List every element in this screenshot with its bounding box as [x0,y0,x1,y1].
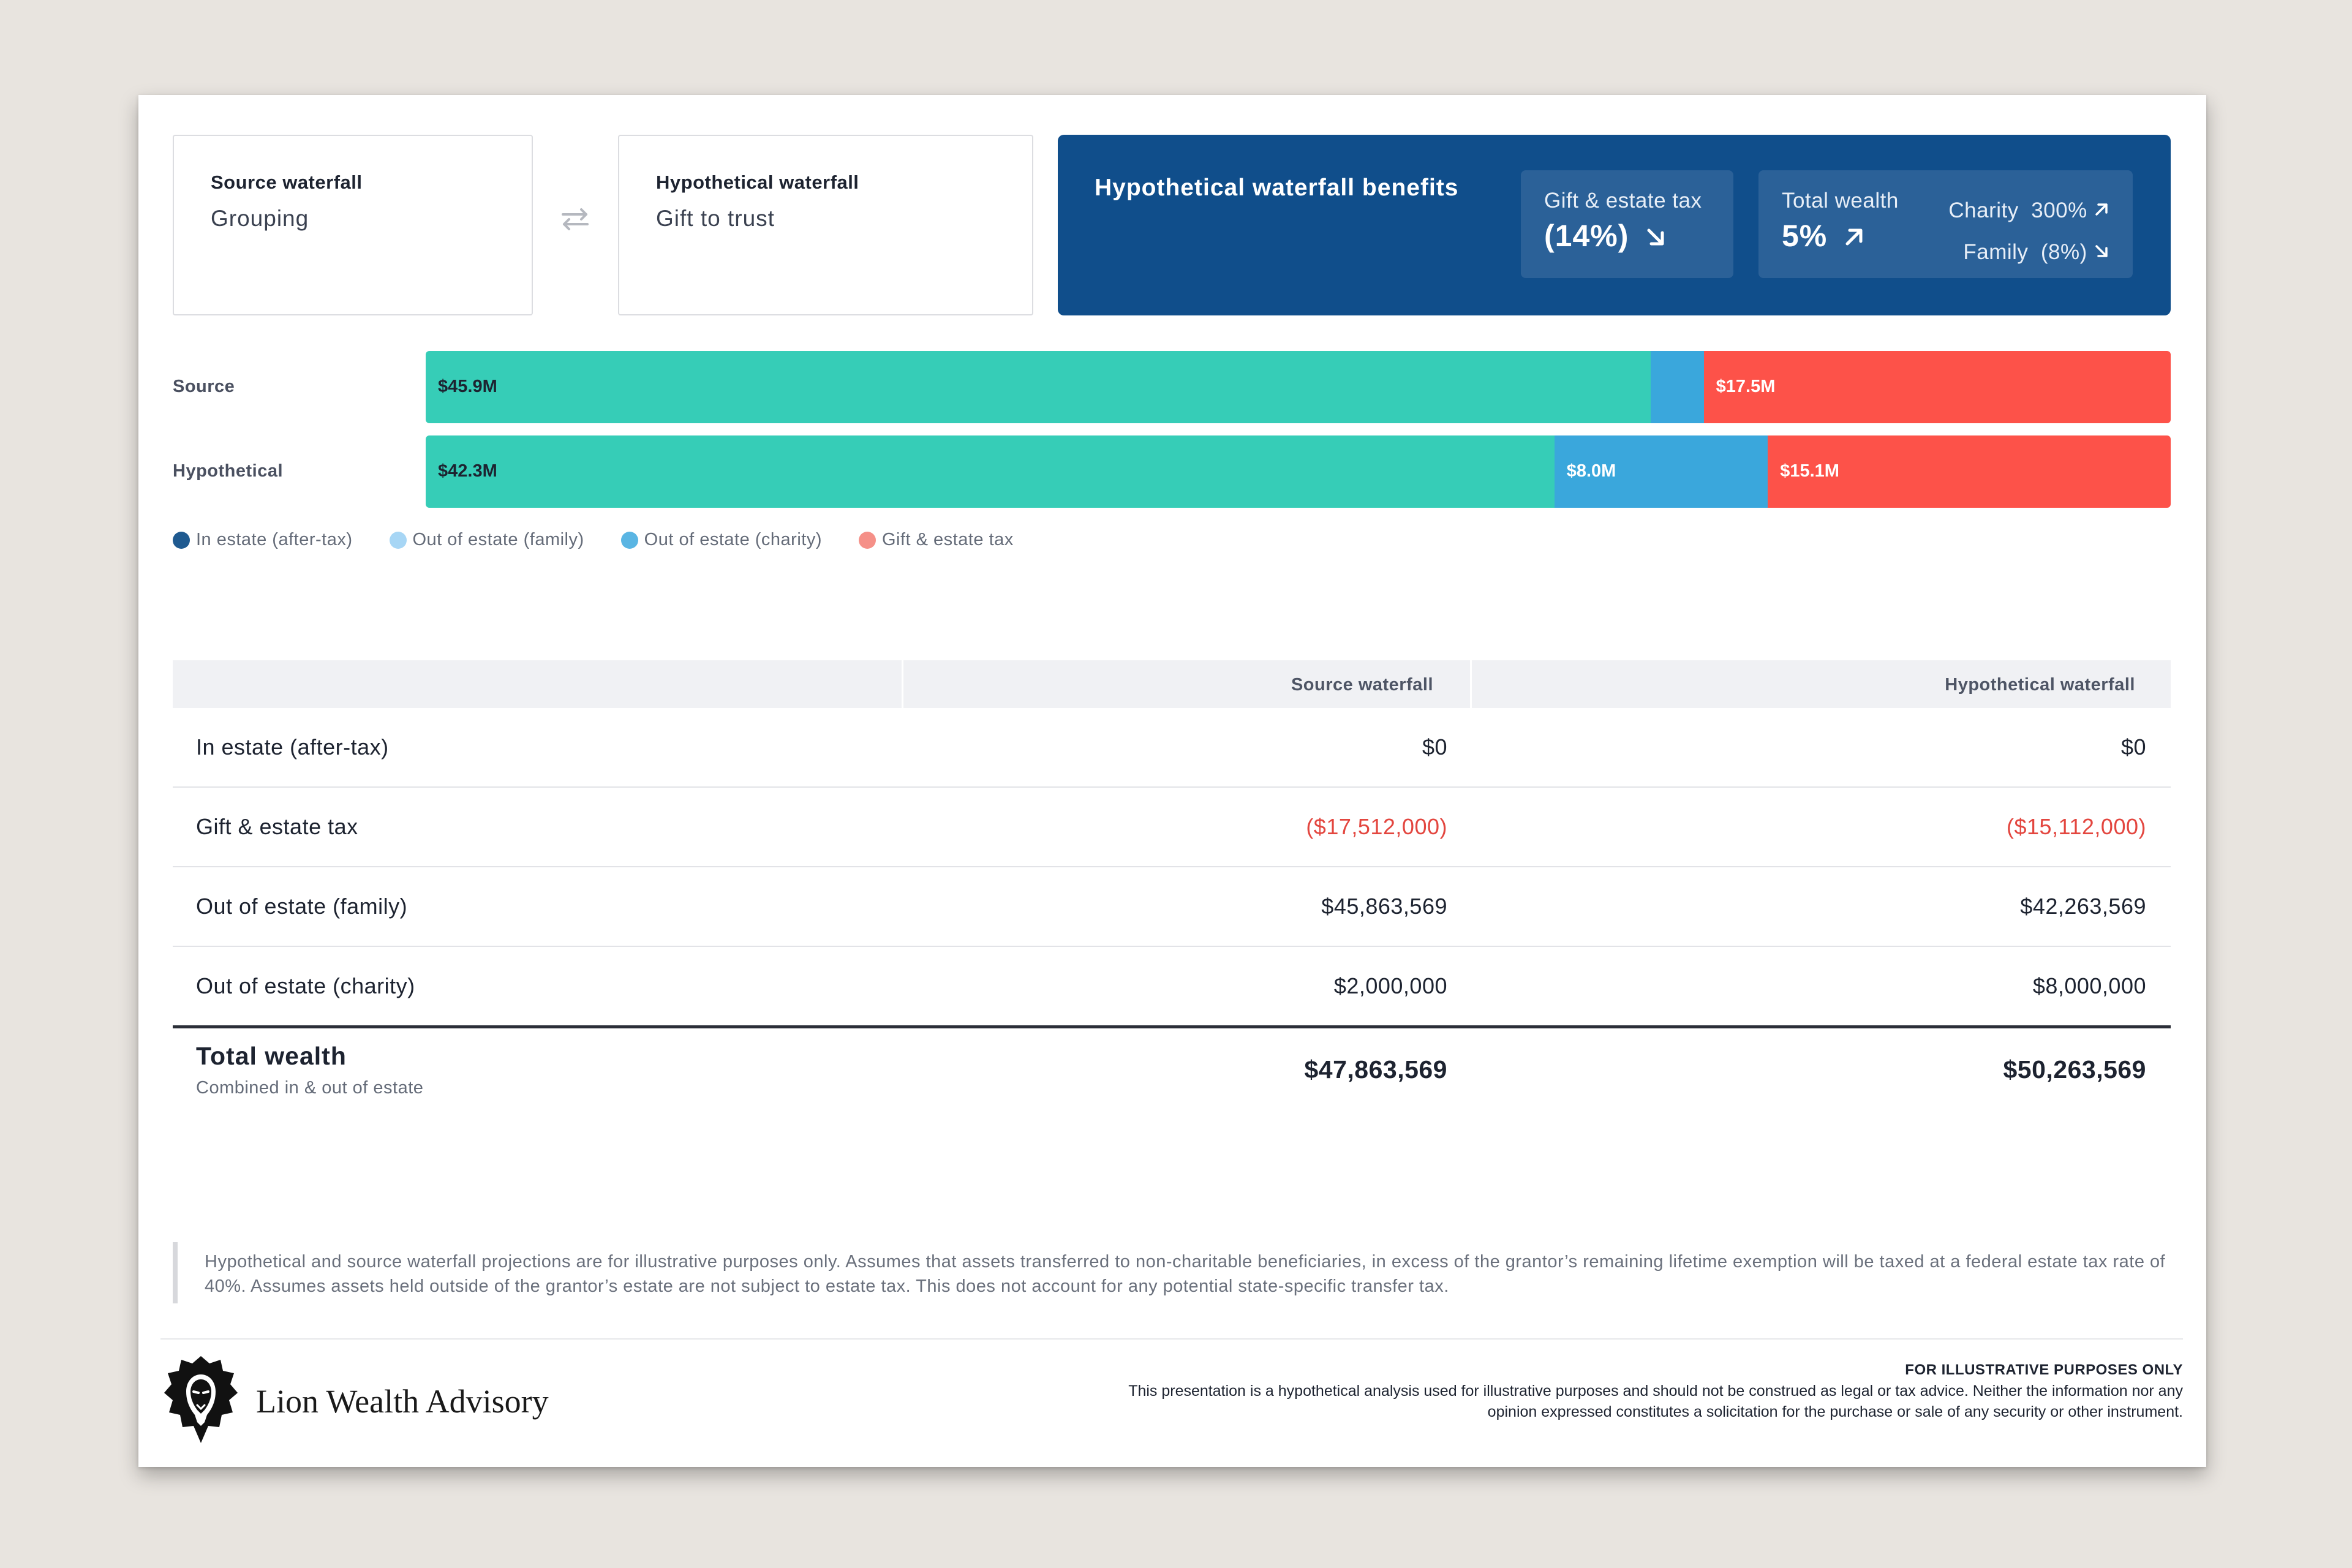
hypothetical-waterfall-value: Gift to trust [656,206,775,231]
hypothetical-waterfall-label: Hypothetical waterfall [656,172,859,193]
legend-label: In estate (after-tax) [196,530,353,549]
source-stacked-bar: $45.9M $17.5M [426,351,2171,423]
gift-tax-benefit-label: Gift & estate tax [1544,189,1702,213]
source-bar-segment-family: $45.9M [426,351,1651,423]
source-bar-label: Source [173,377,235,396]
hypothetical-bar-segment-tax: $15.1M [1768,435,2171,508]
gift-tax-benefit: Gift & estate tax (14%) [1521,170,1733,278]
fine-print-heading: FOR ILLUSTRATIVE PURPOSES ONLY [1905,1362,2183,1378]
benefits-title: Hypothetical waterfall benefits [1095,175,1459,201]
row-source-value: $45,863,569 [1321,894,1447,919]
benefits-panel: Hypothetical waterfall benefits Gift & e… [1058,135,2171,315]
charity-benefit-label: Charity [1948,198,2019,222]
lion-icon [162,1354,240,1449]
source-bar-segment-charity [1650,351,1704,423]
chart-legend: In estate (after-tax) Out of estate (fami… [173,530,1050,550]
total-row: Total wealth Combined in & out of estate… [173,1025,2171,1111]
table-header: Source waterfall Hypothetical waterfall [173,660,2171,708]
source-waterfall-card[interactable]: Source waterfall Grouping [173,135,533,315]
row-hypo-value: $42,263,569 [2020,894,2146,919]
legend-item: Out of estate (charity) [620,530,822,550]
source-bar-label-family: $45.9M [438,377,497,396]
family-benefit-label: Family [1963,240,2029,264]
row-hypo-value: $0 [2120,734,2146,760]
hypothetical-bar-segment-family: $42.3M [426,435,1555,508]
row-label: Out of estate (family) [196,894,408,919]
table-row: Out of estate (charity) $2,000,000 $8,00… [173,947,2171,1027]
hypothetical-bar-label-tax: $15.1M [1780,461,1839,481]
row-label: Gift & estate tax [196,814,358,839]
header-source: Source waterfall [903,660,1472,708]
total-sublabel: Combined in & out of estate [196,1077,424,1098]
total-label: Total wealth [196,1041,347,1070]
table-row: Out of estate (family) $45,863,569 $42,2… [173,867,2171,947]
charity-benefit-value: 300% [2031,198,2087,222]
source-bar-segment-tax: $17.5M [1703,351,2171,423]
total-wealth-benefit: Total wealth 5% Charity 300% F [1758,170,2133,278]
table-row: Gift & estate tax ($17,512,000) ($15,112… [173,788,2171,867]
source-waterfall-value: Grouping [211,206,309,231]
report-page: Source waterfall Grouping Hypothetical w… [138,95,2206,1467]
legend-label: Out of estate (charity) [644,530,822,549]
row-source-value: ($17,512,000) [1306,814,1447,839]
row-hypo-value: ($15,112,000) [2006,814,2146,839]
legend-item: In estate (after-tax) [173,530,353,550]
total-source-value: $47,863,569 [1304,1055,1447,1084]
family-benefit: Family (8%) [1948,232,2109,273]
hypothetical-bar-label: Hypothetical [173,461,284,481]
firm-logo: Lion Wealth Advisory [162,1354,549,1449]
fine-print-text: This presentation is a hypothetical anal… [1128,1382,2183,1420]
legend-item: Out of estate (family) [389,530,584,550]
source-bar-label-tax: $17.5M [1716,377,1776,396]
legend-label: Gift & estate tax [881,530,1014,549]
table-row: In estate (after-tax) $0 $0 [173,708,2171,788]
hypothetical-stacked-bar: $42.3M $8.0M $15.1M [426,435,2171,508]
comparison-table: Source waterfall Hypothetical waterfall … [173,660,2171,1111]
family-benefit-value: (8%) [2040,240,2087,264]
fine-print: FOR ILLUSTRATIVE PURPOSES ONLY This pres… [1080,1360,2183,1422]
hypothetical-bar-label-family: $42.3M [438,461,497,481]
arrow-up-right-icon [1842,221,1866,256]
header-empty [173,660,903,708]
hypothetical-bar-segment-charity: $8.0M [1554,435,1768,508]
hypothetical-bar-label-charity: $8.0M [1566,461,1616,481]
total-hypo-value: $50,263,569 [2003,1055,2146,1084]
row-source-value: $0 [1422,734,1447,760]
row-hypo-value: $8,000,000 [2032,973,2146,998]
legend-swatch [389,531,407,549]
source-waterfall-label: Source waterfall [211,172,363,193]
legend-swatch [858,531,876,549]
row-label: Out of estate (charity) [196,973,415,998]
firm-name: Lion Wealth Advisory [256,1382,549,1420]
header-hypothetical: Hypothetical waterfall [1945,675,2135,695]
row-source-value: $2,000,000 [1333,973,1447,998]
total-wealth-benefit-label: Total wealth [1782,189,1899,213]
swap-icon[interactable] [558,202,592,236]
arrow-up-right-icon [2094,198,2109,222]
legend-swatch [173,531,190,549]
legend-label: Out of estate (family) [412,530,584,549]
gift-tax-benefit-value: (14%) [1544,219,1629,253]
charity-benefit: Charity 300% [1948,190,2109,232]
legend-item: Gift & estate tax [858,530,1014,550]
hypothetical-waterfall-card[interactable]: Hypothetical waterfall Gift to trust [618,135,1033,315]
total-wealth-benefit-value: 5% [1782,219,1828,253]
arrow-down-right-icon [1644,221,1667,256]
footer-divider [160,1338,2183,1340]
disclaimer-text: Hypothetical and source waterfall projec… [173,1242,2171,1303]
arrow-down-right-icon [2094,240,2109,264]
row-label: In estate (after-tax) [196,734,389,760]
legend-swatch [620,531,638,549]
